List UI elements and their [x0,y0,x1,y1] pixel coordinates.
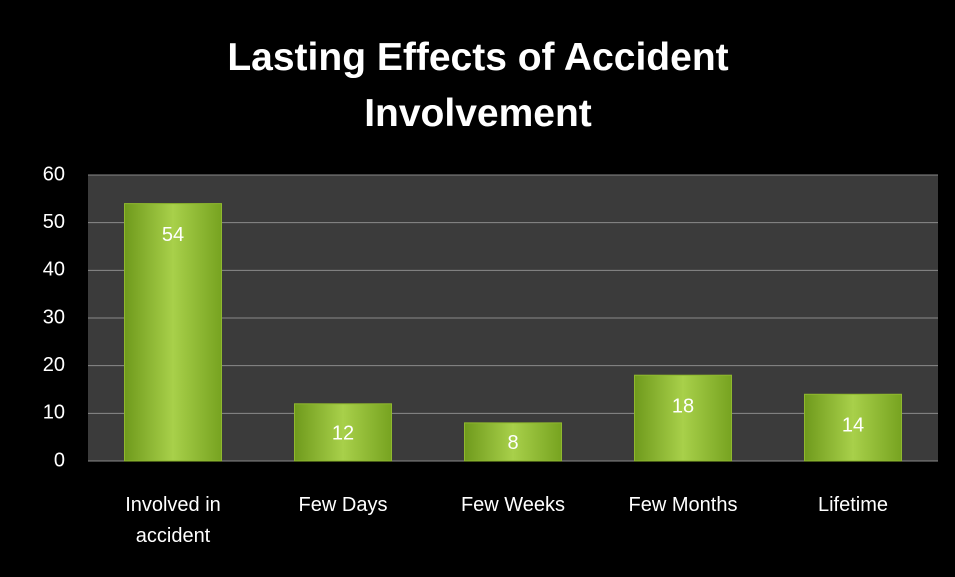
data-label: 54 [162,224,184,246]
bar [804,393,902,462]
chart-title: Lasting Effects of Accident Involvement [227,36,729,135]
data-label: 12 [332,423,354,445]
data-label: 14 [842,415,864,437]
data-label: 8 [507,432,518,454]
bar [124,203,222,462]
data-label: 18 [672,395,694,417]
y-tick-label: 20 [43,354,65,376]
x-tick-label: Few Days [298,494,388,516]
y-tick-label: 60 [43,163,65,185]
x-tick-label: Lifetime [817,494,889,516]
x-tick-label: Few Weeks [460,494,566,516]
y-tick-label: 40 [43,259,65,281]
bar [294,403,392,462]
y-tick-label: 0 [54,449,65,471]
bar [464,422,562,462]
y-tick-label: 10 [43,402,65,424]
y-tick-label: 30 [43,306,65,328]
bar [634,374,732,462]
y-tick-label: 50 [43,211,65,233]
x-tick-label: Involved in accident [125,494,221,547]
x-tick-label: Few Months [628,494,738,516]
